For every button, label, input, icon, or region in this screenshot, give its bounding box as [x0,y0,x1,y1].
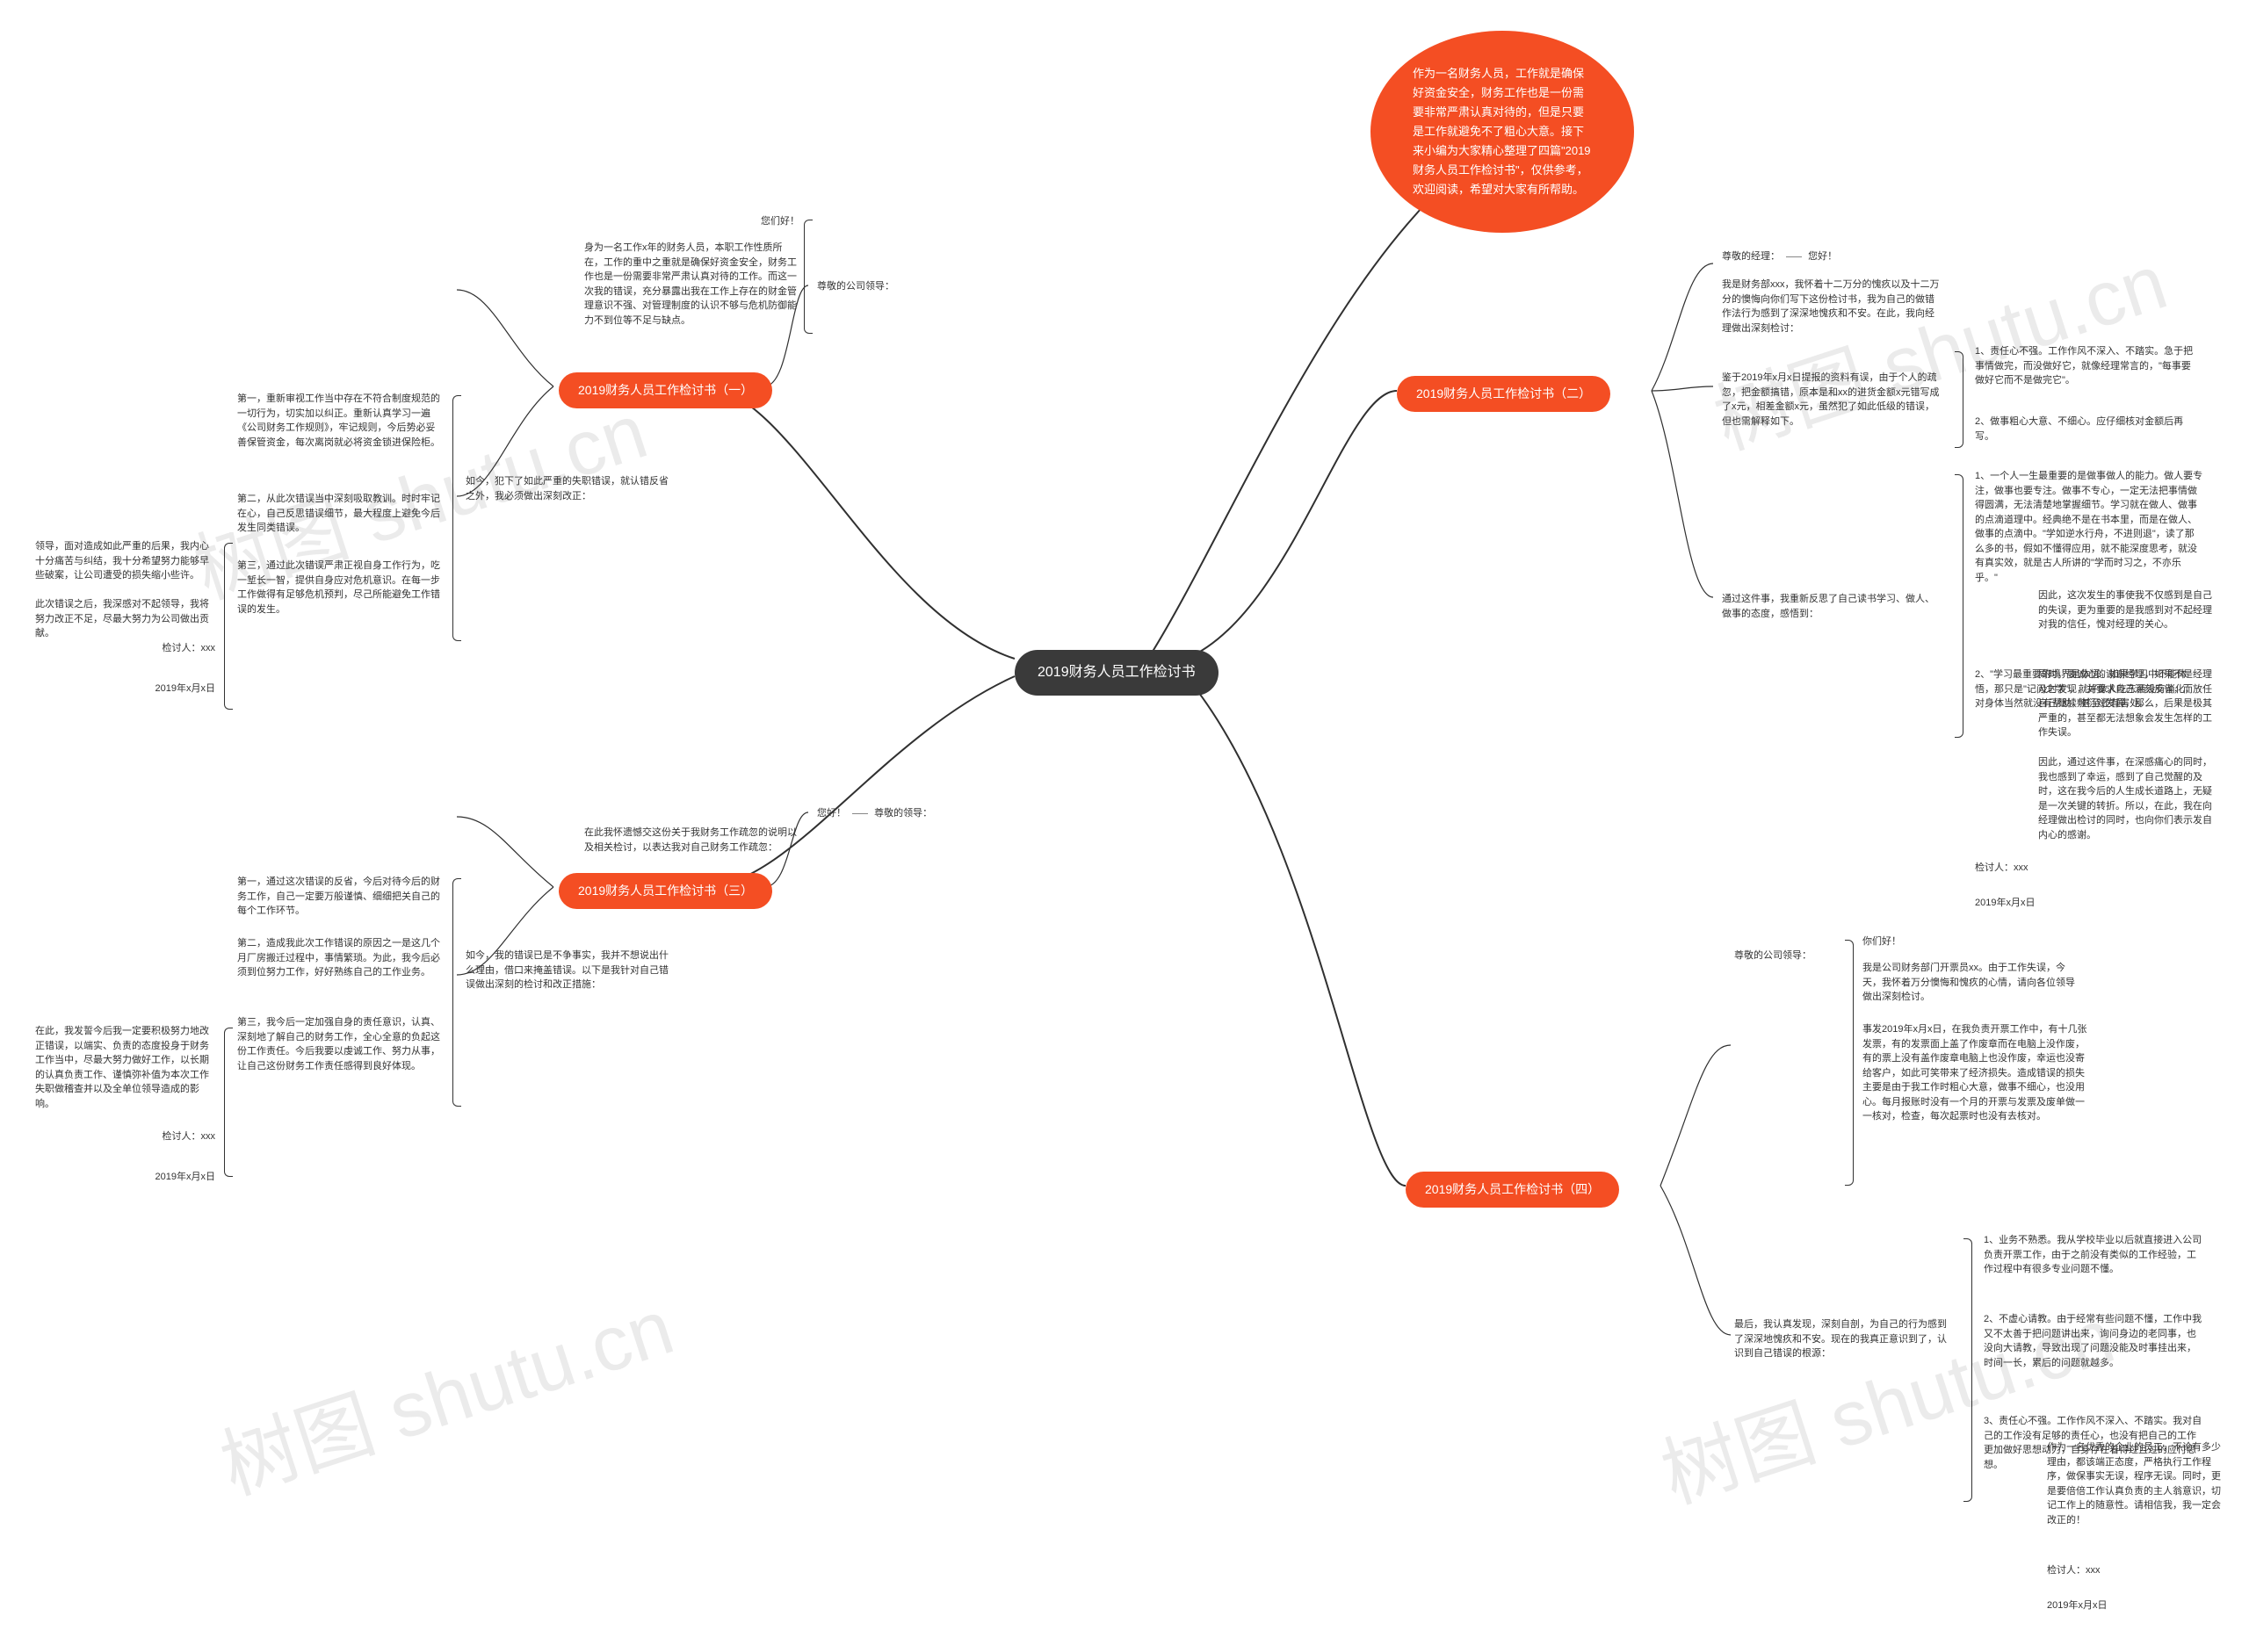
s3-mid-intro: 如今，我的错误已是不争事实，我并不想说出什么理由，借口来掩盖错误。以下是我针对自… [466,949,676,992]
s2-para3-intro: 通过这件事，我重新反思了自己读书学习、做人、做事的态度，感悟到： [1722,592,1942,621]
s1-mid-intro: 如今，犯下了如此严重的失职错误，就认错反省之外，我必须做出深刻改正： [466,474,676,503]
s2-sign1: 检讨人：xxx [1975,861,2151,876]
s3-sign1: 检讨人：xxx [35,1129,215,1144]
s2-reflect2-b1: 同时，要诚心的谢谢经理，如果不是经理及时发现，并要求自己深刻反省，而放任自己继续… [2038,667,2214,740]
intro-blob: 作为一名财务人员，工作就是确保好资金安全，财务工作也是一份需要非常严肃认真对待的… [1370,31,1634,233]
s1-point-1: 第二，从此次错误当中深刻吸取教训。时时牢记在心，自己反思错误细节，最大程度上避免… [237,492,444,536]
s4-h-line0: 你们好！ [1862,934,2082,949]
s4-root-b0: 1、业务不熟悉。我从学校毕业以后就直接进入公司负责开票工作，由于之前没有类似的工… [1984,1233,2203,1277]
s4-h-line2: 事发2019年x月x日，在我负责开票工作中，有十几张发票，有的发票面上盖了作废章… [1862,1022,2091,1124]
s1-post2: 此次错误之后，我深感对不起领导，我将努力改正不足，尽最大努力为公司做出贡献。 [35,597,215,641]
s2-para1: 我是财务部xxx，我怀着十二万分的愧疚以及十二万分的懊悔向你们写下这份检讨书，我… [1722,278,1942,335]
s1-post-bracket [224,543,233,710]
s4-para2-intro: 最后，我认真发现，深刻自剖，为自己的行为感到了深深地愧疚和不安。现在的我真正意识… [1734,1317,1954,1361]
s2-reflect1: 1、一个人一生最重要的是做事做人的能力。做人要专注，做事也要专注。做事不专心，一… [1975,469,2203,585]
s1-header-bracket [804,220,813,334]
s1-post1: 领导，面对造成如此严重的后果，我内心十分痛苦与纠结，我十分希望努力能够早些破案，… [35,539,215,583]
s2-sub-0: 1、责任心不强。工作作风不深入、不踏实。急于把事情做完，而没做好它，就像经理常言… [1975,344,2195,388]
s2-reflect2-b0: 因此，这次发生的事使我不仅感到是自己的失误，更为重要的是我感到对不起经理对我的信… [2038,588,2214,632]
s3-point-0: 第一，通过这次错误的反省，今后对待今后的财务工作，自己一定要万般谨慎、细细把关自… [237,875,444,919]
s1-sign1: 检讨人：xxx [35,641,215,656]
section-4-pill[interactable]: 2019财务人员工作检讨书（四） [1406,1172,1619,1208]
s4-final: 作为一名优秀的企业的员工，不论有多少理由，都该端正态度，严格执行工作程序，做保事… [2047,1440,2223,1527]
s2-sub-1: 2、做事粗心大意、不细心。应仔细核对金额后再写。 [1975,415,2195,444]
s3-post-bracket [224,1028,233,1177]
s4-header-bracket [1845,940,1854,1186]
s3-point-2: 第三，我今后一定加强自身的责任意识，认真、深刻地了解自己的财务工作，全心全意的负… [237,1015,444,1073]
s4-h-line1: 我是公司财务部门开票员xx。由于工作失误，今天，我怀着万分懊悔和愧疚的心情，请向… [1862,961,2082,1005]
s2-greeting: 尊敬的经理： 您好！ [1722,249,1837,264]
section-2-pill[interactable]: 2019财务人员工作检讨书（二） [1397,376,1610,412]
s1-points-bracket [452,395,461,641]
s2-reflect2-b2: 因此，通过这件事，在深感痛心的同时，我也感到了幸运，感到了自己觉醒的及时，这在我… [2038,755,2214,842]
s1-header-line-0: 您们好！ [624,214,799,229]
s4-root-bracket [1963,1238,1972,1502]
s3-greeting: 您好！ 尊敬的领导： [817,806,932,821]
intro-text: 作为一名财务人员，工作就是确保好资金安全，财务工作也是一份需要非常严肃认真对待的… [1413,64,1592,200]
connector-lines [0,0,2249,1652]
s1-header-line-1: 身为一名工作x年的财务人员，本职工作性质所在，工作的重中之重就是确保好资金安全，… [584,241,799,328]
s3-para1: 在此我怀遗憾交这份关于我财务工作疏忽的说明以及相关检讨，以表达我对自己财务工作疏… [584,826,799,855]
s2-reflect-bracket [1955,474,1963,738]
root-label: 2019财务人员工作检讨书 [1015,650,1219,696]
s1-sign2: 2019年x月x日 [35,682,215,696]
section-3-pill[interactable]: 2019财务人员工作检讨书（三） [559,873,772,909]
s1-point-0: 第一，重新审视工作当中存在不符合制度规范的一切行为，切实加以纠正。重新认真学习一… [237,392,444,450]
s2-sub-bracket [1955,351,1963,448]
s3-post1: 在此，我发誓今后我一定要积极努力地改正错误，以端实、负责的态度投身于财务工作当中… [35,1024,215,1111]
s3-point-1: 第二，造成我此次工作错误的原因之一是这几个月厂房搬迁过程中，事情繁琐。为此，我今… [237,936,444,980]
s3-points-bracket [452,878,461,1107]
watermark: 树图 shutu.cn [205,1266,684,1517]
s4-sign1: 检讨人：xxx [2047,1563,2223,1578]
s4-sign2: 2019年x月x日 [2047,1598,2223,1613]
s4-header-lead: 尊敬的公司领导： [1734,949,1840,963]
s2-para2: 鉴于2019年x月x日提报的资料有误，由于个人的疏忽，把金额搞错，原本是和xx的… [1722,371,1942,429]
s1-point-2: 第三，通过此次错误严肃正视自身工作行为，吃一堑长一智，提供自身应对危机意识。在每… [237,559,444,617]
s3-sign2: 2019年x月x日 [35,1170,215,1185]
s1-header-lead: 尊敬的公司领导： [817,279,894,294]
section-1-pill[interactable]: 2019财务人员工作检讨书（一） [559,372,772,408]
s4-root-b1: 2、不虚心请教。由于经常有些问题不懂，工作中我又不太善于把问题讲出来，询问身边的… [1984,1312,2203,1370]
s2-sign2: 2019年x月x日 [1975,896,2151,911]
root-node[interactable]: 2019财务人员工作检讨书 [1015,650,1219,696]
